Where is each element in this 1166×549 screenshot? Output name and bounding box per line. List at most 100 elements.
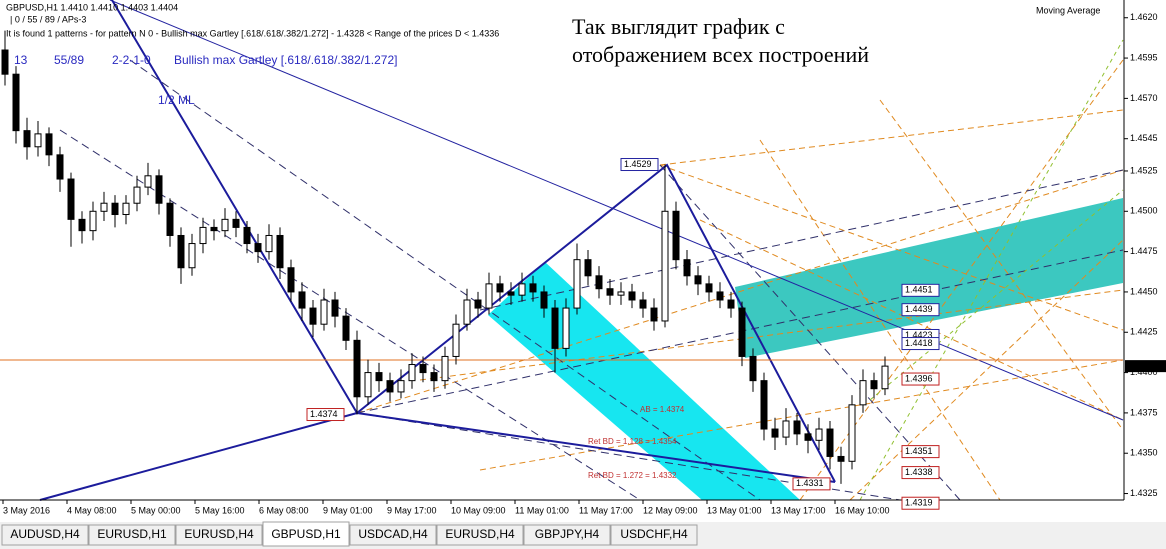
x-tick-label: 13 May 17:00 [771, 505, 826, 515]
candles [1, 30, 889, 484]
tab-label[interactable]: USDCAD,H4 [358, 527, 428, 541]
pattern-info: 2-2-1-0 [112, 53, 151, 67]
candle-body [881, 365, 889, 390]
y-tick-label: 1.4475 [1130, 246, 1158, 256]
overlay-text: GBPUSD,H1 1.4410 1.4410 1.4403 1.4404 | … [6, 2, 1100, 480]
pattern-info: 55/89 [54, 53, 84, 67]
candle-body [782, 420, 790, 438]
price-box-label: 1.4374 [310, 409, 338, 419]
tab-label[interactable]: GBPJPY,H4 [535, 527, 600, 541]
current-price-box [1125, 360, 1166, 373]
x-tick-label: 12 May 09:00 [643, 505, 698, 515]
tab-label[interactable]: EURUSD,H4 [184, 527, 254, 541]
candle-body [441, 355, 449, 382]
candle-body [705, 283, 713, 293]
tab-label[interactable]: USDCHF,H4 [620, 527, 688, 541]
indicator-line: | 0 / 55 / 89 / APs-3 [10, 14, 86, 24]
price-box-label: 1.4423 [905, 330, 933, 340]
candle-body [12, 73, 20, 132]
x-tick-label: 13 May 01:00 [707, 505, 762, 515]
price-box-label: 1.4451 [905, 285, 933, 295]
tab[interactable] [436, 524, 524, 546]
candle-body [166, 202, 174, 236]
candle-body [89, 210, 97, 232]
candle-body [375, 372, 383, 382]
annotation: отображением всех построений [572, 42, 869, 67]
tab[interactable] [175, 524, 263, 546]
candle-body [727, 299, 735, 309]
tab[interactable] [1, 524, 89, 546]
tab[interactable] [262, 521, 350, 547]
candle-body [100, 202, 108, 212]
candle-body [496, 283, 504, 293]
candle-body [243, 226, 251, 245]
chart-note: Ret BD = 1.272 = 1.4332 [588, 471, 677, 480]
tab[interactable] [349, 524, 437, 546]
candle-body [364, 372, 372, 398]
tab-label[interactable]: EURUSD,H1 [97, 527, 167, 541]
x-tick-label: 9 May 17:00 [387, 505, 437, 515]
candle-body [804, 433, 812, 441]
tab[interactable] [610, 524, 698, 546]
candle-body [716, 291, 724, 301]
x-tick-label: 10 May 09:00 [451, 505, 506, 515]
median-line [59, 129, 641, 501]
candle-body [111, 202, 119, 216]
price-box-label: 1.4319 [905, 498, 933, 508]
fib-line [356, 169, 1124, 414]
candle-body [276, 234, 284, 269]
price-box [901, 372, 940, 386]
candle-body [23, 130, 31, 148]
price-box-label: 1.4396 [905, 373, 933, 383]
candle-body [199, 226, 207, 245]
candle-body [749, 355, 757, 382]
median-line [659, 164, 961, 501]
indicator-name: Moving Average [1036, 5, 1100, 15]
chart-note: Ret BD = 1.128 = 1.4354 [588, 437, 677, 446]
candle-body [331, 299, 339, 317]
candle-body [738, 307, 746, 357]
candle-body [67, 178, 75, 220]
price-axis-bg [1124, 0, 1166, 522]
candle-body [45, 133, 53, 156]
candle-body [320, 299, 328, 325]
price-box-label: 1.4331 [796, 478, 824, 488]
candle-body [485, 283, 493, 309]
pattern-leg [39, 412, 358, 501]
tab[interactable] [523, 524, 611, 546]
candle-body [452, 323, 460, 357]
candle-body [848, 404, 856, 462]
candle-body [397, 380, 405, 393]
tab-label[interactable]: AUDUSD,H4 [10, 527, 80, 541]
tab[interactable] [88, 524, 176, 546]
price-box [901, 496, 940, 510]
price-box-label: 1.4418 [905, 338, 933, 348]
x-tick-label: 11 May 17:00 [579, 505, 633, 515]
candle-body [540, 291, 548, 309]
candle-body [430, 372, 438, 382]
y-tick-label: 1.4570 [1130, 93, 1158, 103]
x-tick-label: 16 May 10:00 [835, 505, 890, 515]
candle-body [661, 210, 669, 322]
price-box [901, 445, 940, 459]
candle-body [672, 210, 680, 261]
price-box-label: 1.4351 [905, 446, 933, 456]
tab-label[interactable]: EURUSD,H4 [445, 527, 515, 541]
candle-body [1, 49, 9, 75]
candle-body [342, 315, 350, 341]
pattern-xabcd [111, 0, 836, 483]
candle-body [408, 364, 416, 382]
candle-body [144, 175, 152, 188]
green-line [859, 39, 1124, 501]
tab-label[interactable]: GBPUSD,H1 [271, 527, 341, 541]
candle-body [56, 154, 64, 180]
price-box [901, 283, 940, 297]
candle-body [584, 259, 592, 277]
green-line [869, 189, 1124, 401]
fib-line [479, 359, 1124, 471]
price-box [306, 408, 345, 422]
candle-body [837, 455, 845, 462]
price-box [792, 477, 831, 491]
candle-body [78, 218, 86, 232]
